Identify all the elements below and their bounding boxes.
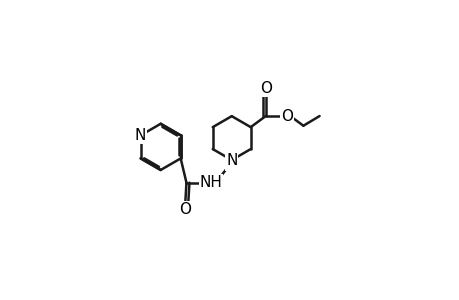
- Text: O: O: [259, 81, 271, 96]
- Text: NH: NH: [199, 175, 222, 190]
- Text: O: O: [280, 109, 292, 124]
- Text: N: N: [134, 128, 146, 143]
- Text: N: N: [225, 155, 236, 170]
- Text: N: N: [225, 152, 237, 167]
- Text: O: O: [179, 202, 191, 217]
